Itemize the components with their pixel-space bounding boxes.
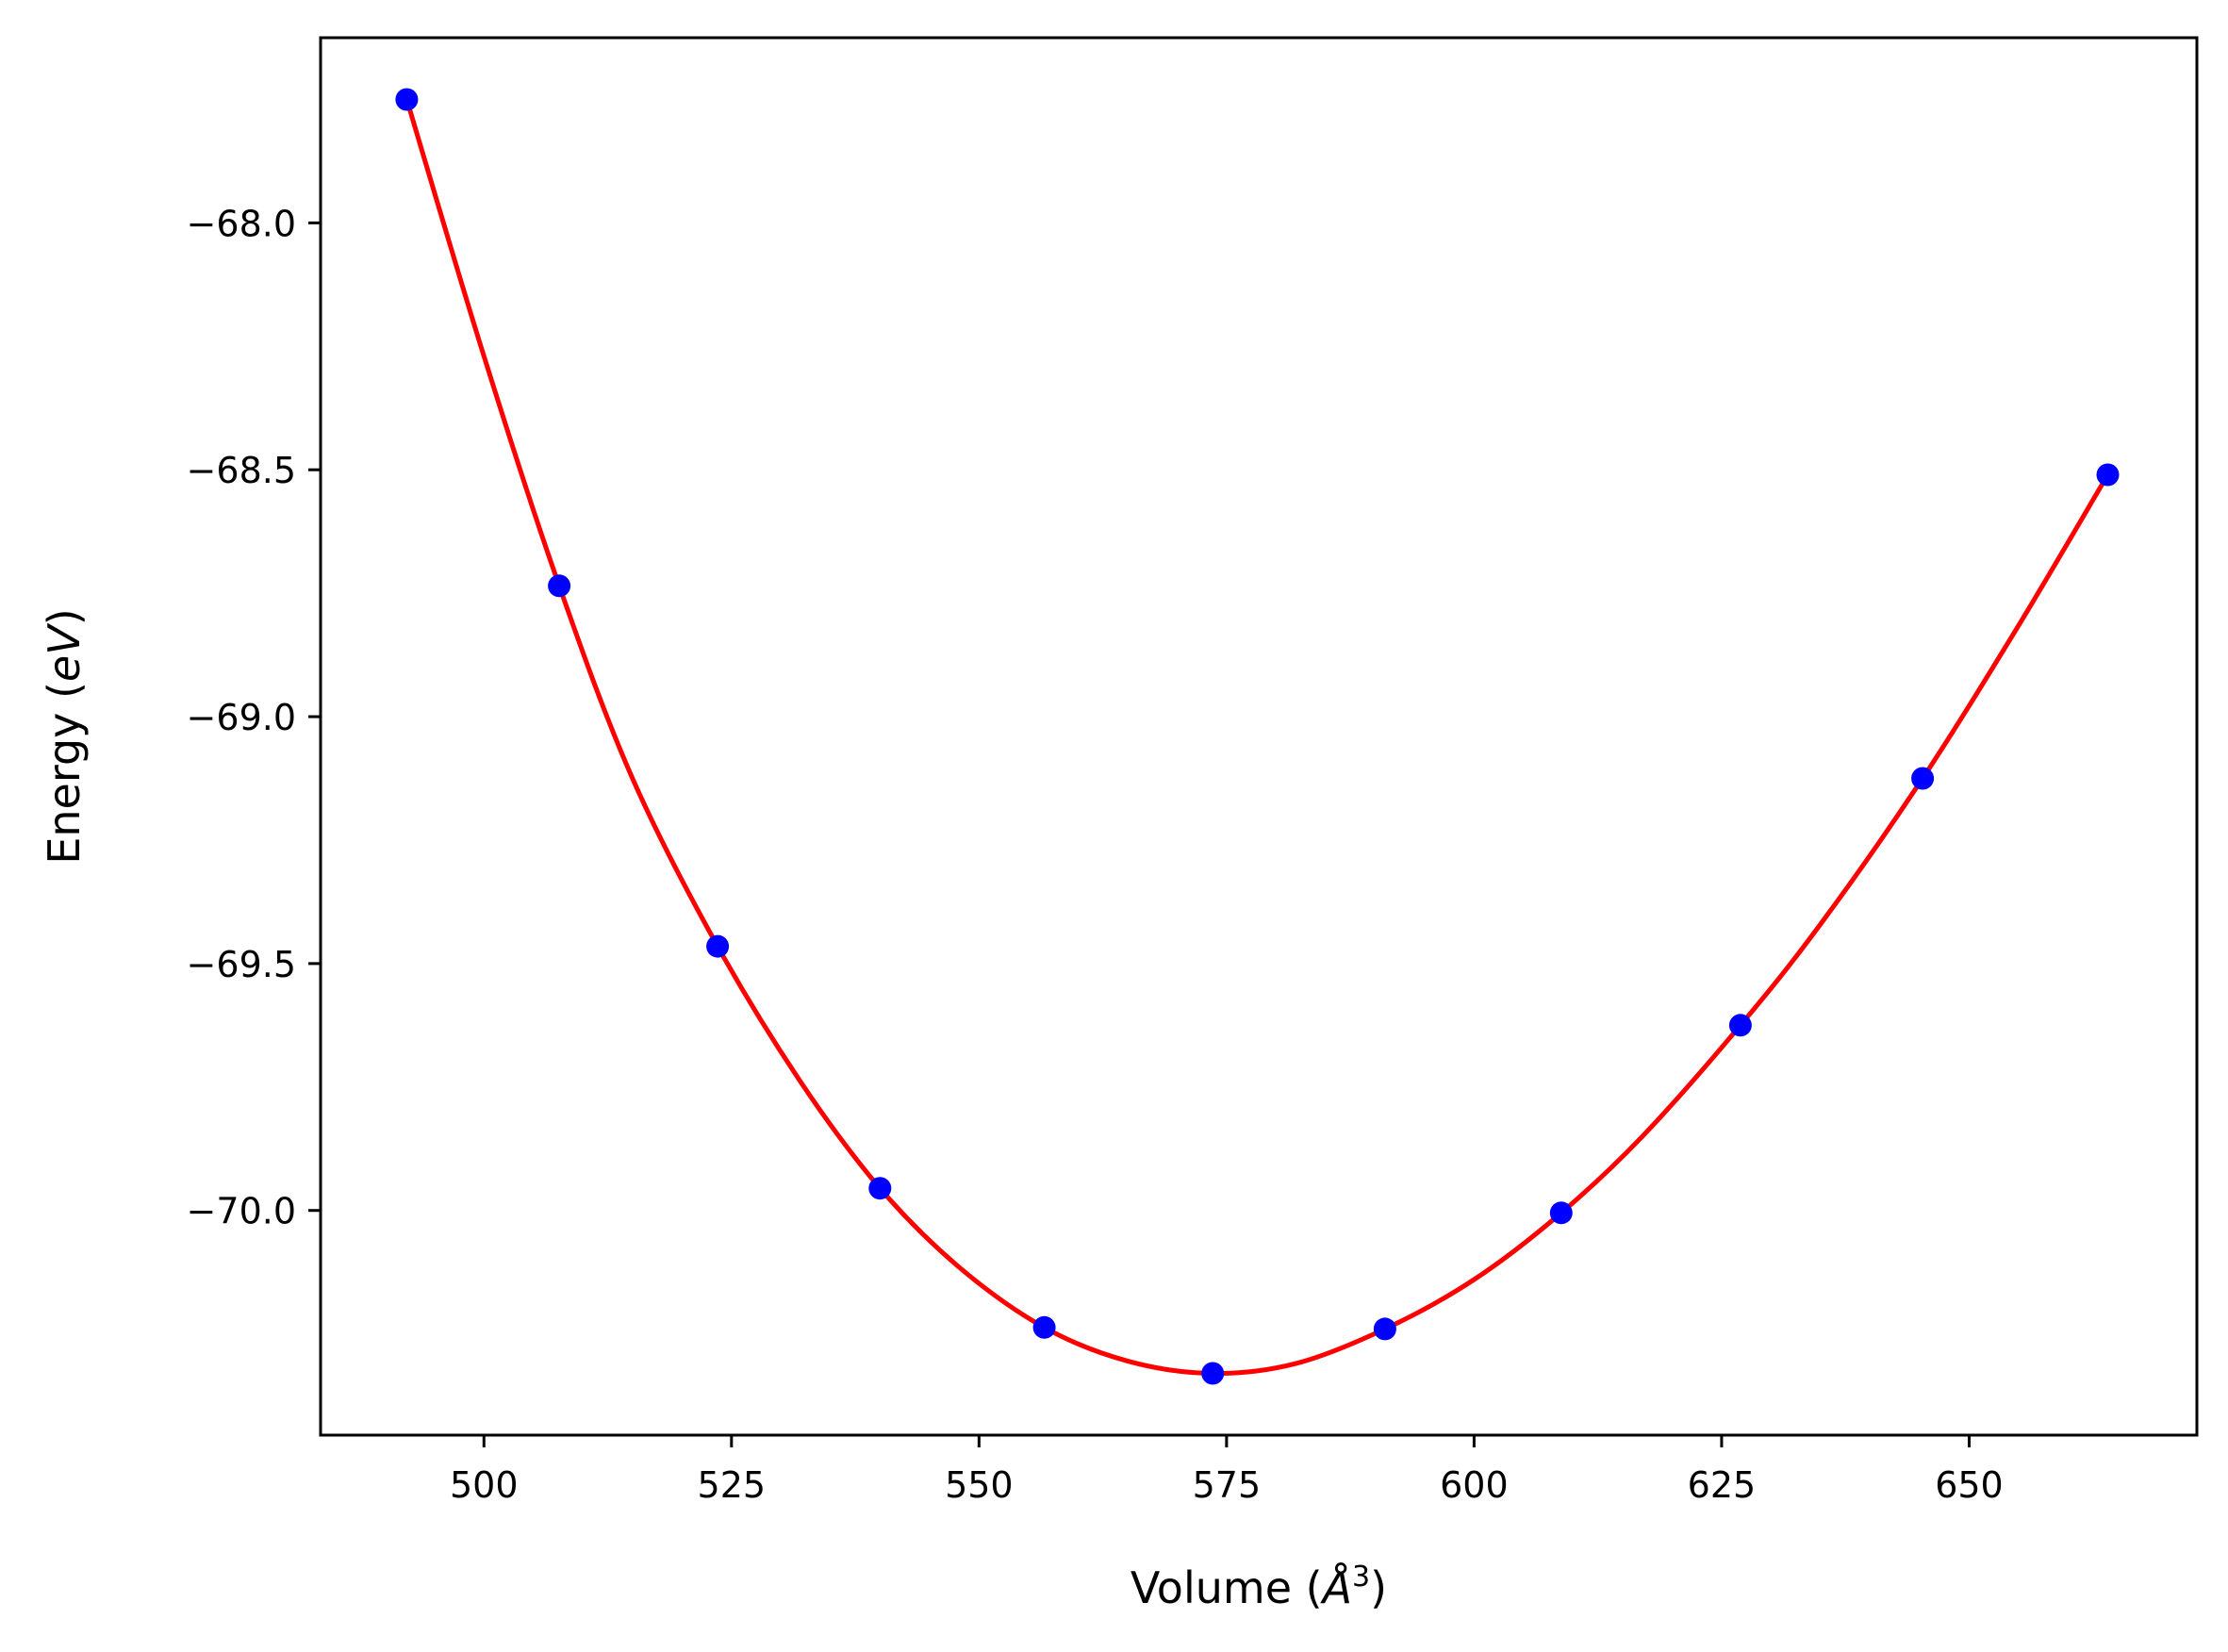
- data-points-layer: [395, 88, 2120, 1385]
- x-tick-label: 525: [698, 1464, 767, 1506]
- fit-curve-layer: [404, 98, 2110, 1377]
- y-tick-label: −68.0: [187, 203, 296, 244]
- x-tick-label: 500: [450, 1464, 519, 1506]
- data-point: [1373, 1317, 1396, 1341]
- data-point: [1549, 1201, 1573, 1225]
- data-point: [548, 574, 571, 598]
- x-tick-label: 625: [1688, 1464, 1757, 1506]
- y-tick-label: −70.0: [187, 1191, 296, 1232]
- data-point: [706, 934, 730, 958]
- x-axis-label: Volume (Å3): [1131, 1561, 1387, 1613]
- data-point: [1728, 1014, 1752, 1037]
- x-tick-label: 550: [945, 1464, 1014, 1506]
- y-tick-label: −68.5: [187, 450, 296, 491]
- fit-curve-line: [404, 98, 2110, 1377]
- plot-area-frame: [319, 36, 2199, 1437]
- data-point: [2096, 463, 2120, 487]
- data-point: [868, 1177, 892, 1200]
- y-tick-label: −69.5: [187, 944, 296, 985]
- y-axis-label: Energy (eV): [39, 608, 90, 864]
- y-tick-label: −69.0: [187, 697, 296, 738]
- x-tick-label: 650: [1935, 1464, 2004, 1506]
- data-point: [1201, 1362, 1225, 1385]
- y-axis-ticks: −68.0 −68.5 −69.0 −69.5 −70.0: [187, 203, 321, 1232]
- x-axis-ticks: 500 525 550 575 600 625 650: [450, 1435, 2004, 1506]
- data-point: [1911, 767, 1935, 790]
- data-point: [395, 88, 419, 111]
- data-point: [1032, 1315, 1056, 1339]
- x-tick-label: 575: [1193, 1464, 1262, 1506]
- x-tick-label: 600: [1440, 1464, 1509, 1506]
